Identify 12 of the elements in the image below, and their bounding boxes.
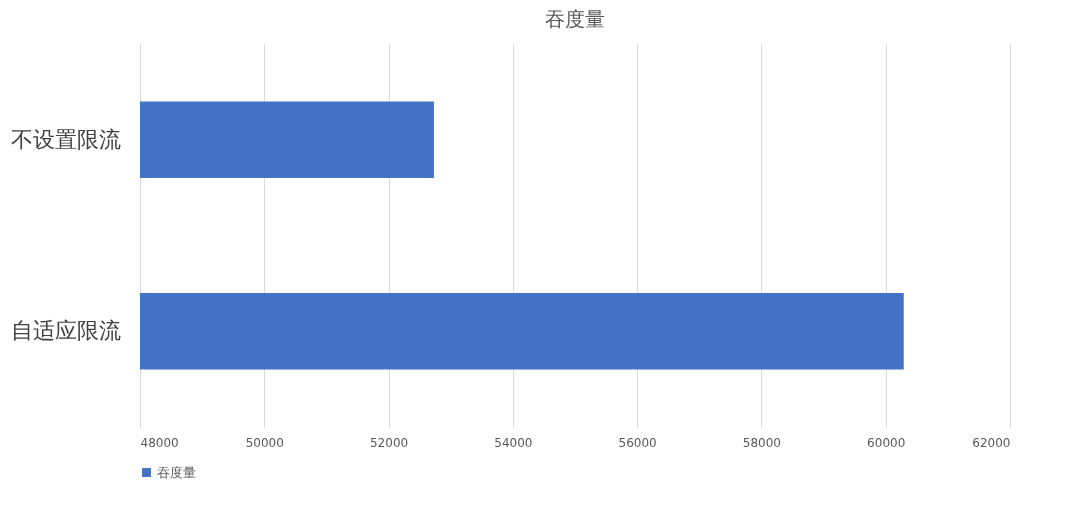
x-tick-label: 60000 (867, 435, 906, 450)
x-tick-label: 52000 (369, 435, 409, 450)
legend-label: 吞度量 (157, 464, 196, 480)
x-tick-label: 48000 (140, 435, 179, 450)
x-tick-label: 56000 (618, 435, 657, 450)
chart-title: 吞度量 (545, 7, 605, 31)
x-tick-label: 62000 (972, 435, 1011, 450)
x-tick-label: 54000 (494, 435, 533, 450)
x-tick-label: 50000 (245, 435, 284, 450)
y-tick-label: 不设置限流 (10, 126, 121, 152)
y-tick-label: 自适应限流 (10, 318, 121, 344)
x-tick-label: 58000 (742, 435, 782, 450)
